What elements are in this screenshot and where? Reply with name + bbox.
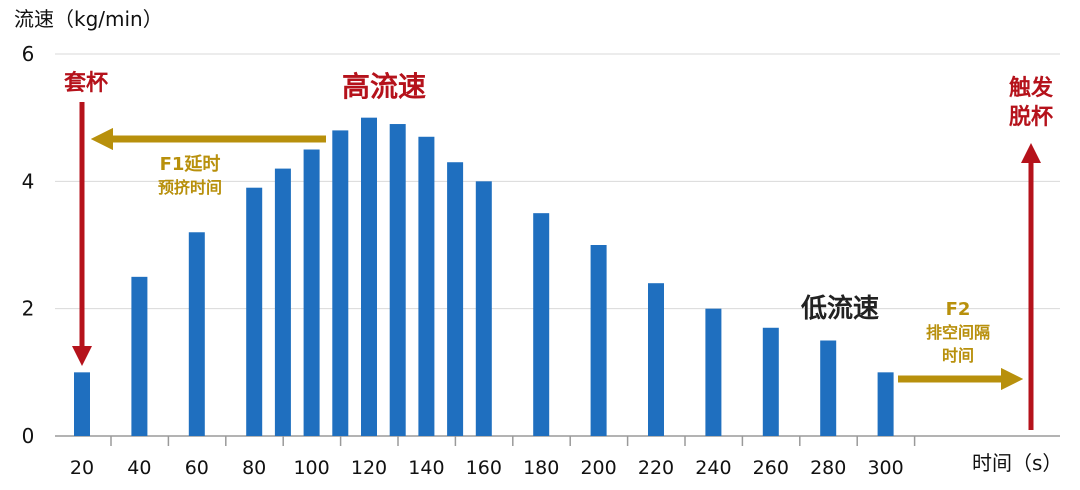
x-tick-label: 20: [70, 457, 94, 479]
y-tick-label: 6: [22, 42, 35, 66]
x-tick-label: 220: [638, 457, 674, 479]
x-tick-label: 80: [242, 457, 266, 479]
bar: [648, 283, 664, 436]
y-tick-labels: 0 2 4 6: [22, 42, 35, 448]
bar: [418, 136, 435, 436]
bar: [877, 372, 894, 436]
x-tick-label: 260: [753, 457, 789, 479]
low-flow-label: 低流速: [800, 294, 879, 324]
bar: [533, 213, 550, 436]
bar: [246, 187, 263, 436]
bars: [74, 117, 894, 437]
y-tick-label: 2: [22, 297, 35, 321]
bar: [389, 124, 406, 437]
f1-label: F1延时: [160, 154, 221, 175]
y-tick-label: 0: [22, 424, 35, 448]
high-flow-label: 高流速: [342, 70, 426, 103]
x-tick-label: 100: [293, 457, 329, 479]
bar: [590, 245, 607, 436]
y-axis-title: 流速（kg/min）: [14, 7, 163, 31]
bar: [447, 162, 464, 436]
bar: [332, 130, 349, 436]
f1-sublabel: 预挤时间: [158, 178, 222, 197]
bar: [705, 308, 722, 436]
x-tick-label: 120: [351, 457, 387, 479]
x-tick-label: 280: [810, 457, 846, 479]
cup-on-label: 套杯: [64, 70, 108, 96]
gridlines: [55, 53, 1060, 446]
f2-sublabel-1: 排空间隔: [926, 323, 990, 342]
x-tick-label: 40: [127, 457, 151, 479]
x-tick-label: 180: [523, 457, 559, 479]
bar: [188, 232, 205, 436]
bar: [274, 168, 291, 436]
bar: [74, 372, 90, 436]
x-tick-label: 160: [466, 457, 502, 479]
bar: [131, 276, 148, 436]
bar: [820, 340, 837, 436]
x-axis-title: 时间（s）: [972, 451, 1062, 475]
detach-label-2: 脱杯: [1009, 105, 1053, 130]
x-tick-labels: 20 40 60 80 100 120 140 160 180 200 220 240 260 280 30…: [70, 457, 904, 479]
x-tick-label: 200: [580, 457, 616, 479]
f2-label: F2: [946, 299, 971, 320]
y-tick-label: 4: [22, 169, 35, 193]
x-tick-label: 60: [185, 457, 209, 479]
x-tick-label: 300: [867, 457, 903, 479]
x-tick-label: 240: [695, 457, 731, 479]
detach-label-1: 触发: [1009, 75, 1054, 101]
x-tick-label: 140: [408, 457, 444, 479]
f2-sublabel-2: 时间: [942, 346, 974, 365]
bar: [475, 181, 492, 436]
bar: [762, 327, 779, 436]
bar: [303, 149, 320, 436]
bar: [361, 117, 377, 437]
